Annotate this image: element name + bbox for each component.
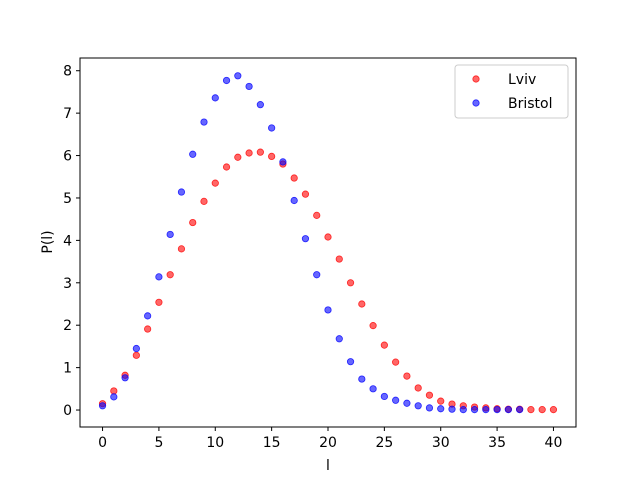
point-lviv-4: [144, 325, 152, 333]
legend-label-bristol: Bristol: [508, 96, 553, 112]
legend-box: [454, 64, 569, 119]
point-lviv-6: [166, 271, 174, 279]
x-tick-label-2: 10: [206, 435, 224, 451]
point-bristol-36: [504, 406, 512, 414]
y-axis-label: P(l): [40, 230, 56, 253]
point-bristol-15: [268, 124, 276, 132]
y-tick-label-6: 6: [63, 149, 72, 165]
point-lviv-12: [234, 153, 242, 161]
y-tick-label-8: 8: [63, 64, 72, 80]
point-bristol-11: [222, 76, 231, 85]
x-axis: 0 5 10 15 20 25 30 35 40: [98, 427, 562, 451]
x-tick-label-8: 40: [545, 435, 563, 451]
point-bristol-0: [98, 402, 107, 410]
point-lviv-3: [132, 351, 140, 359]
point-lviv-17: [290, 174, 298, 182]
point-bristol-25: [380, 392, 388, 401]
point-lviv-22: [346, 279, 355, 287]
legend: Lviv Bristol: [454, 64, 569, 119]
point-bristol-5: [155, 273, 163, 281]
point-lviv-18: [301, 190, 310, 198]
point-bristol-7: [177, 188, 186, 196]
point-lviv-15: [268, 152, 276, 160]
point-bristol-16: [279, 158, 287, 166]
point-lviv-1: [110, 387, 118, 395]
point-bristol-2: [121, 374, 129, 382]
point-bristol-27: [403, 399, 411, 407]
point-bristol-29: [425, 404, 434, 412]
legend-marker-bristol: [472, 99, 480, 107]
point-lviv-21: [335, 255, 343, 263]
point-bristol-10: [211, 94, 219, 102]
point-lviv-26: [392, 358, 400, 366]
point-lviv-20: [324, 233, 332, 241]
y-tick-label-4: 4: [63, 233, 72, 249]
point-bristol-4: [144, 312, 152, 320]
point-lviv-5: [155, 298, 163, 306]
point-lviv-14: [256, 148, 264, 156]
legend-marker-lviv: [472, 75, 480, 83]
y-tick-label-7: 7: [63, 106, 72, 122]
point-bristol-23: [358, 375, 366, 383]
point-bristol-12: [234, 72, 242, 80]
point-lviv-27: [403, 372, 411, 380]
point-bristol-8: [189, 150, 197, 158]
point-lviv-25: [380, 341, 388, 349]
x-tick-label-4: 20: [319, 435, 337, 451]
point-bristol-19: [313, 271, 321, 279]
y-tick-label-3: 3: [63, 276, 72, 292]
point-lviv-23: [358, 300, 366, 308]
x-axis-label: l: [326, 458, 330, 474]
point-bristol-14: [256, 101, 264, 109]
point-lviv-13: [245, 149, 253, 157]
point-bristol-26: [392, 396, 400, 404]
x-tick-label-7: 35: [488, 435, 506, 451]
x-tick-label-5: 25: [375, 435, 393, 451]
point-bristol-3: [132, 344, 140, 353]
point-bristol-28: [414, 402, 422, 410]
x-tick-label-3: 15: [263, 435, 281, 451]
y-axis: 0 1 2 3 4 5 6 7 8: [63, 64, 80, 419]
point-lviv-24: [369, 322, 377, 330]
legend-label-lviv: Lviv: [508, 72, 536, 88]
point-bristol-37: [516, 406, 524, 414]
point-bristol-18: [301, 235, 310, 243]
point-lviv-7: [177, 245, 186, 253]
point-bristol-31: [448, 405, 456, 413]
point-lviv-40: [549, 406, 558, 414]
point-bristol-13: [245, 82, 253, 91]
point-lviv-39: [538, 406, 546, 414]
point-lviv-30: [437, 397, 445, 405]
data-marks: [98, 72, 558, 414]
point-lviv-8: [189, 218, 197, 227]
y-tick-label-5: 5: [63, 191, 72, 207]
x-tick-label-0: 0: [98, 435, 107, 451]
point-lviv-9: [200, 197, 208, 205]
point-lviv-29: [425, 391, 434, 399]
point-bristol-22: [346, 358, 355, 366]
point-bristol-6: [166, 230, 174, 239]
point-bristol-32: [459, 406, 467, 414]
point-bristol-34: [482, 406, 490, 414]
x-tick-label-1: 5: [154, 435, 163, 451]
point-bristol-20: [324, 306, 332, 314]
y-tick-label-2: 2: [63, 318, 72, 334]
point-bristol-35: [493, 406, 501, 414]
point-bristol-24: [369, 385, 377, 393]
x-tick-label-6: 30: [432, 435, 450, 451]
point-lviv-28: [414, 384, 422, 392]
point-bristol-30: [437, 405, 445, 413]
point-bristol-1: [110, 393, 118, 401]
point-lviv-10: [211, 179, 219, 187]
point-bristol-9: [200, 118, 208, 126]
y-tick-label-0: 0: [63, 403, 72, 419]
y-tick-label-1: 1: [63, 361, 72, 377]
point-bristol-21: [335, 335, 343, 343]
point-lviv-38: [527, 406, 535, 414]
point-lviv-19: [313, 211, 321, 219]
point-bristol-17: [290, 196, 298, 205]
point-bristol-33: [470, 406, 479, 414]
point-lviv-11: [222, 163, 231, 171]
